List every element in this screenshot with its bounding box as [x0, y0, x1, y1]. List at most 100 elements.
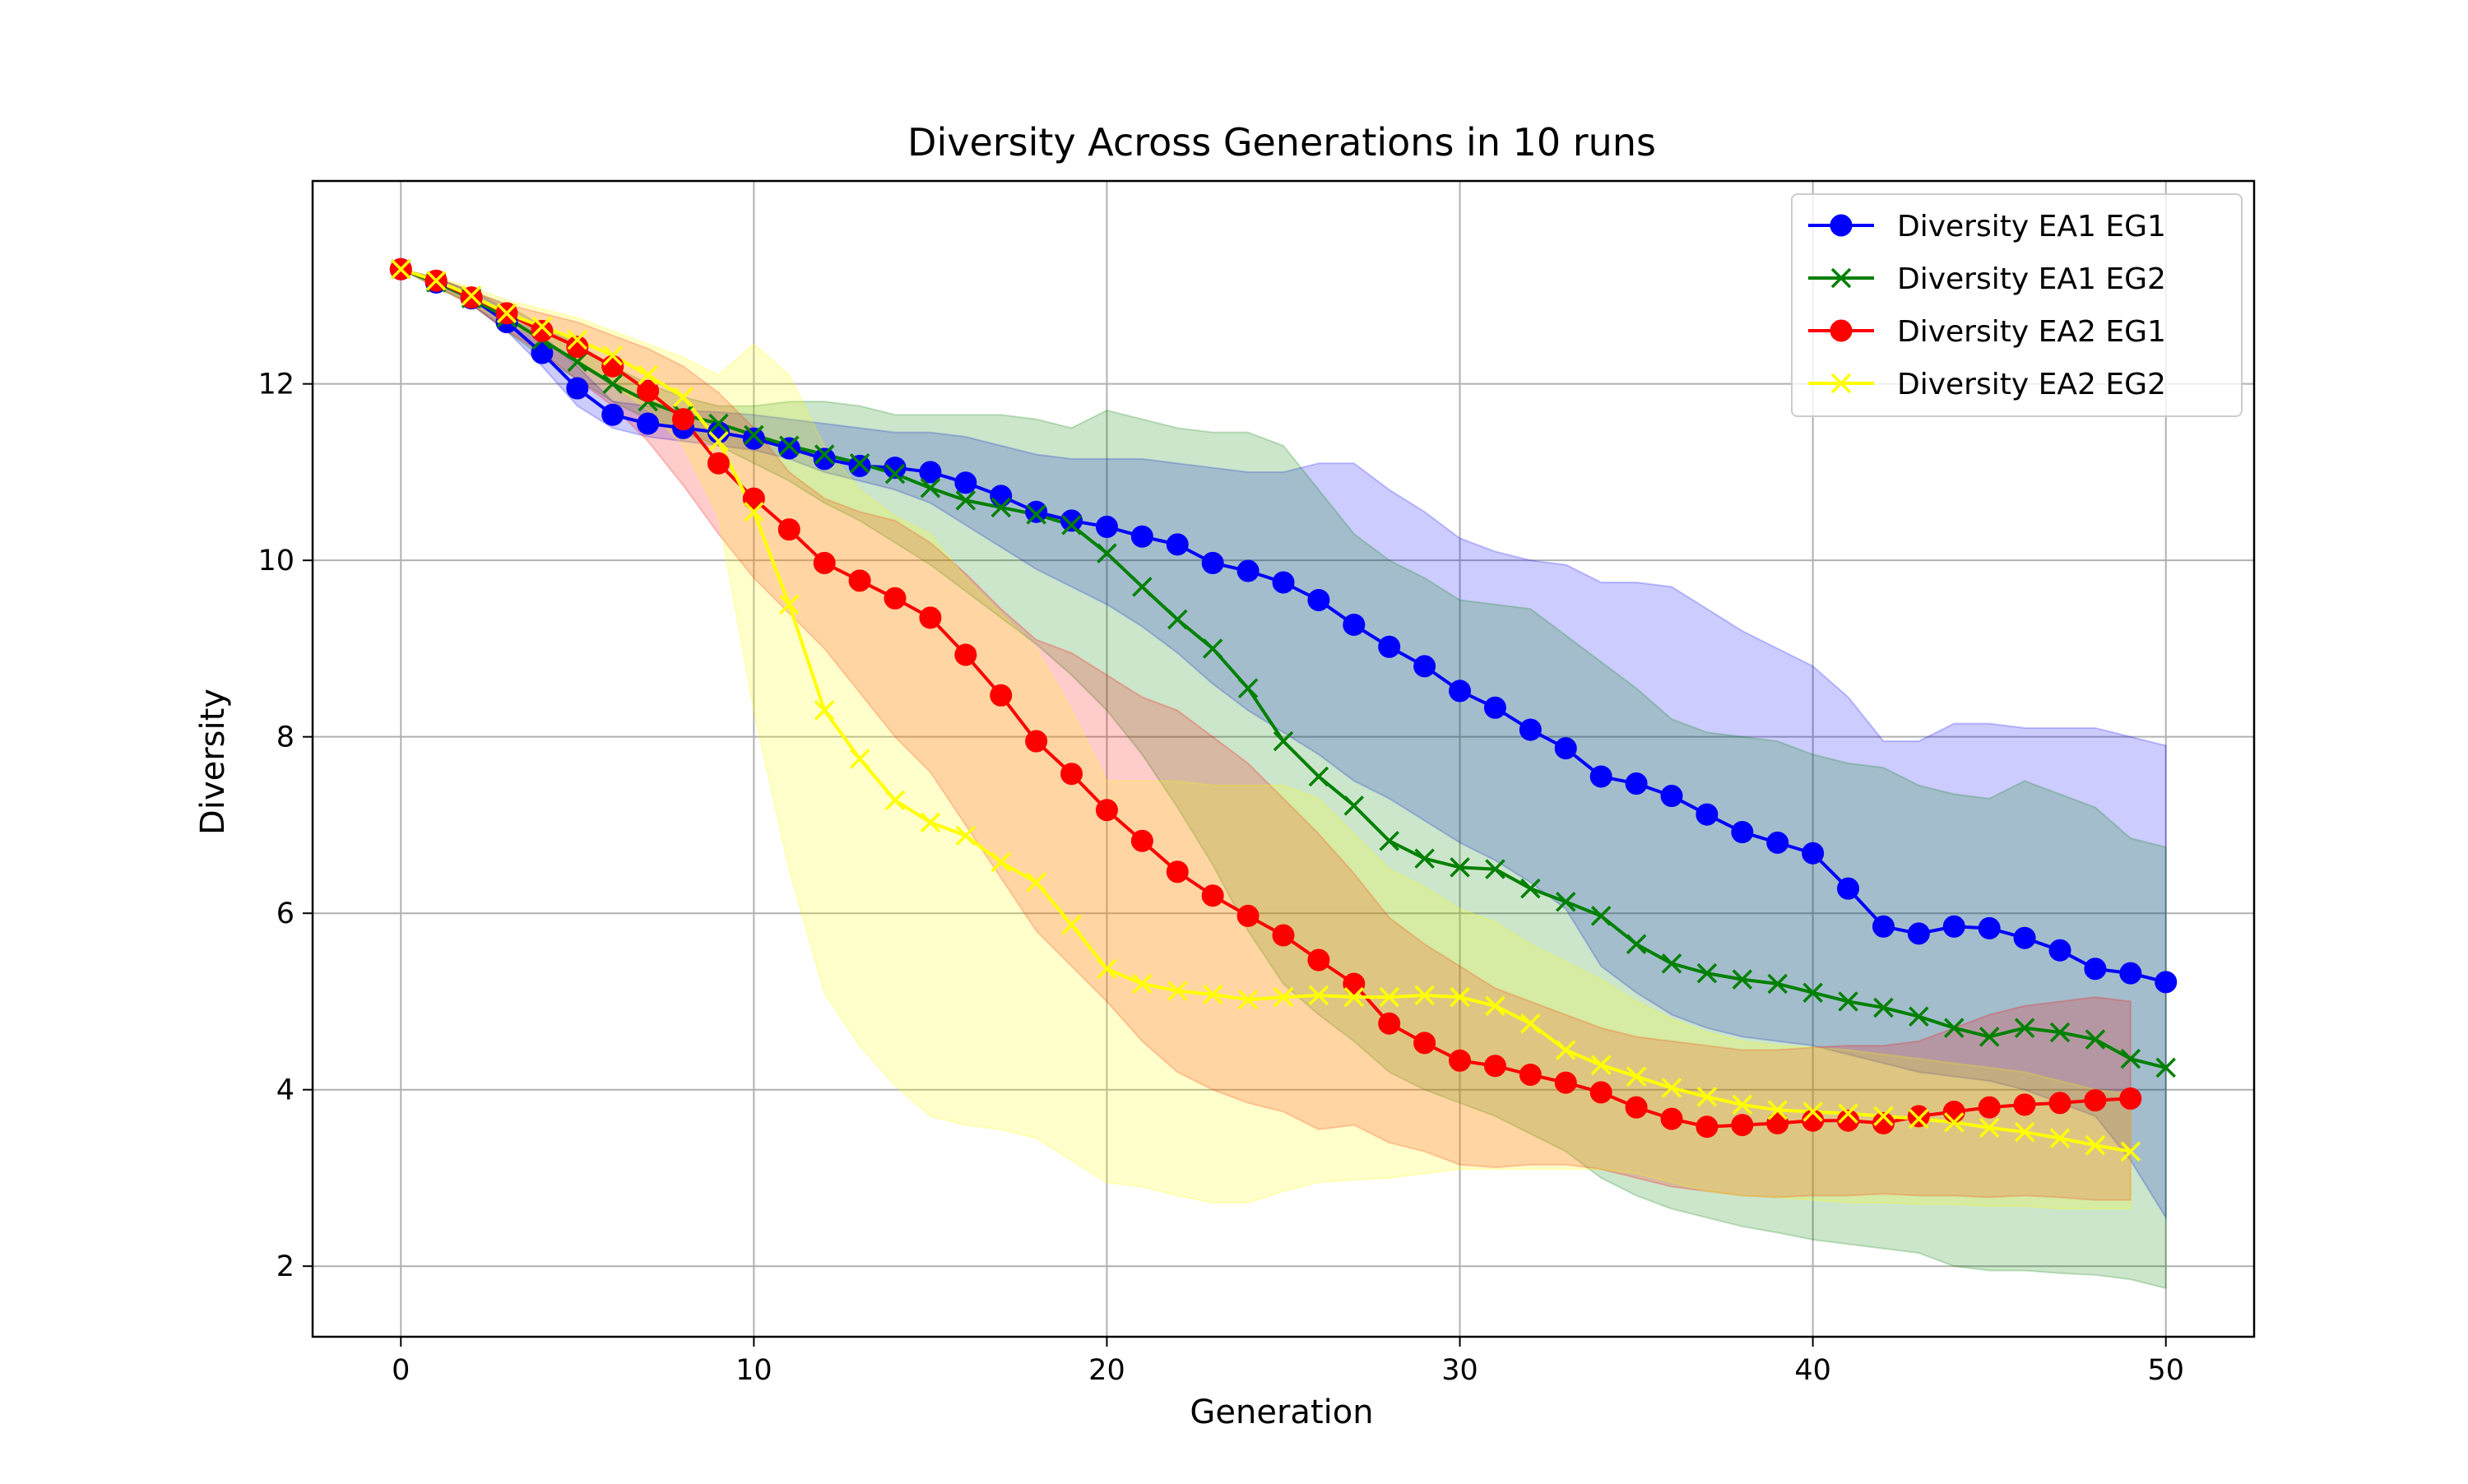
- data-point-series-4: [567, 329, 588, 350]
- data-point-series-1: [954, 471, 977, 494]
- x-tick-label: 50: [2147, 1354, 2184, 1387]
- data-point-series-3: [777, 518, 800, 541]
- data-point-series-1: [1872, 915, 1895, 938]
- data-point-series-4: [1061, 914, 1082, 935]
- x-tick-label: 20: [1088, 1354, 1125, 1387]
- data-point-series-3: [1766, 1111, 1789, 1134]
- data-point-series-4: [1343, 986, 1365, 1008]
- data-point-series-2: [1909, 1006, 1929, 1027]
- data-point-series-4: [1485, 995, 1505, 1017]
- data-point-series-2: [955, 490, 977, 511]
- data-point-series-4: [602, 345, 623, 366]
- data-point-series-1: [637, 412, 660, 435]
- data-point-series-1: [1413, 655, 1436, 678]
- data-point-series-4: [779, 594, 800, 615]
- data-point-series-1: [1837, 877, 1860, 900]
- data-point-series-3: [884, 587, 907, 610]
- data-point-series-4: [2120, 1141, 2141, 1162]
- data-point-series-1: [2013, 926, 2036, 949]
- data-point-series-4: [990, 851, 1011, 873]
- y-tick-label: 12: [257, 369, 295, 401]
- data-point-series-4: [1273, 986, 1294, 1008]
- plot-frame: [311, 179, 2256, 1338]
- data-point-series-2: [2155, 1057, 2176, 1078]
- data-point-series-4: [1379, 986, 1399, 1008]
- data-point-series-2: [1661, 953, 1682, 974]
- data-point-series-2: [1167, 609, 1188, 630]
- legend-marker: [1830, 214, 1853, 237]
- data-point-series-3: [1095, 799, 1118, 822]
- data-point-series-2: [814, 444, 835, 465]
- data-point-series-3: [1378, 1012, 1401, 1035]
- data-point-series-4: [1838, 1103, 1858, 1124]
- data-point-series-2: [849, 452, 870, 474]
- data-point-series-3: [2013, 1093, 2036, 1116]
- data-point-series-1: [1307, 588, 1330, 611]
- data-point-series-2: [744, 424, 764, 446]
- data-point-series-2: [1802, 982, 1823, 1003]
- data-point-series-4: [673, 387, 694, 408]
- data-point-series-2: [602, 373, 623, 394]
- data-point-series-1: [1802, 842, 1825, 865]
- data-point-series-4: [920, 812, 941, 832]
- data-point-series-2: [1873, 997, 1894, 1018]
- data-point-series-3: [1201, 884, 1224, 907]
- data-point-series-4: [1661, 1078, 1682, 1098]
- data-point-series-4: [1520, 1013, 1541, 1034]
- data-point-series-3: [707, 452, 730, 475]
- data-point-series-3: [1025, 730, 1048, 753]
- data-point-series-1: [601, 403, 624, 426]
- data-point-series-3: [1872, 1111, 1895, 1134]
- data-point-series-3: [531, 319, 554, 342]
- x-tick-label: 0: [392, 1354, 410, 1387]
- data-point-series-3: [1978, 1096, 2001, 1119]
- data-point-series-2: [1026, 504, 1046, 525]
- data-point-series-2: [1132, 577, 1153, 597]
- data-point-series-2: [1838, 991, 1858, 1012]
- data-point-series-4: [2085, 1135, 2106, 1156]
- axis-ticks: 0 10 20 30 40 50 2 4 6 8 10 12: [257, 369, 2184, 1387]
- data-point-series-3: [672, 408, 695, 431]
- data-point-series-3: [1554, 1071, 1577, 1094]
- data-point-series-3: [848, 569, 871, 592]
- data-point-series-4: [1944, 1112, 1965, 1133]
- data-point-series-1: [1942, 915, 1965, 938]
- data-point-series-1: [1625, 772, 1648, 795]
- y-tick-label: 2: [276, 1250, 295, 1283]
- data-point-series-1: [1589, 765, 1612, 788]
- data-point-series-4: [425, 270, 447, 291]
- series-markers: [389, 257, 2178, 1162]
- data-point-series-2: [1414, 848, 1435, 869]
- data-point-series-1: [566, 377, 589, 400]
- legend-label: Diversity EA1 EG2: [1897, 262, 2166, 296]
- y-tick-label: 4: [276, 1074, 295, 1107]
- data-point-series-4: [884, 790, 906, 811]
- data-point-series-1: [1378, 635, 1401, 658]
- data-point-series-1: [2048, 939, 2071, 962]
- data-point-series-4: [461, 285, 482, 306]
- data-point-series-3: [742, 487, 765, 510]
- data-point-series-2: [884, 463, 906, 485]
- data-point-series-3: [2084, 1089, 2107, 1112]
- data-point-series-3: [1166, 860, 1189, 883]
- data-point-series-4: [391, 259, 411, 280]
- data-point-series-2: [1308, 766, 1329, 787]
- legend-marker: [1830, 319, 1853, 342]
- data-point-series-1: [1025, 500, 1048, 523]
- data-point-series-1: [919, 461, 942, 484]
- y-tick-label: 6: [276, 897, 295, 930]
- data-point-series-4: [849, 749, 870, 769]
- data-point-series-1: [2155, 971, 2178, 994]
- data-point-series-4: [1026, 872, 1046, 893]
- data-point-series-1: [1519, 718, 1542, 741]
- data-point-series-2: [1556, 892, 1576, 912]
- data-point-series-3: [1272, 924, 1295, 947]
- data-point-series-1: [777, 437, 800, 460]
- data-point-series-2: [1590, 906, 1612, 926]
- data-point-series-2: [990, 497, 1011, 518]
- data-point-series-3: [2119, 1087, 2142, 1110]
- data-point-series-1: [1095, 515, 1118, 538]
- data-point-series-1: [1272, 571, 1295, 594]
- legend-label: Diversity EA1 EG1: [1897, 210, 2166, 243]
- data-point-series-4: [1873, 1106, 1894, 1127]
